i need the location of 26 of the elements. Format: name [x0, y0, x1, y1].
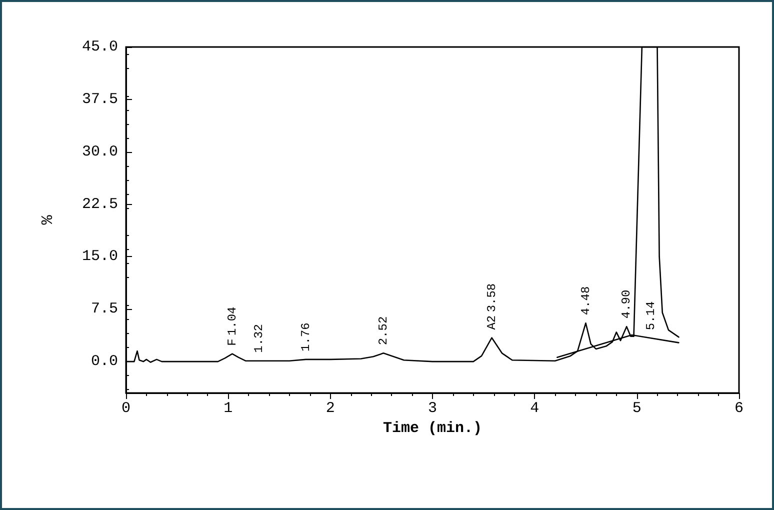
annotation: 1.76 [298, 322, 313, 352]
y-axis-title: % [39, 214, 57, 225]
annotation: F [225, 338, 240, 346]
annotation: 4.48 [578, 286, 593, 316]
x-tick-label: 1 [224, 400, 233, 417]
annotation: 2.52 [376, 316, 390, 346]
x-tick-label: 6 [734, 400, 744, 417]
x-axis-title: Time (min.) [382, 420, 482, 437]
y-tick-label: 45.0 [82, 38, 118, 56]
annotation: 1.32 [252, 324, 266, 353]
annotation: 4.90 [620, 290, 634, 319]
annotation: 5.14 [644, 301, 658, 330]
y-tick-label: 7.5 [90, 300, 118, 318]
annotation: A2 [484, 315, 499, 330]
x-tick-label: 0 [121, 400, 131, 417]
x-tick-label: 3 [428, 400, 438, 417]
annotation: 3.58 [484, 283, 499, 312]
annotation: 1.04 [225, 306, 240, 336]
y-tick-label: 30.0 [82, 143, 118, 160]
y-tick-label: 37.5 [82, 90, 118, 108]
y-tick-label: 15.0 [82, 248, 118, 266]
x-tick-label: 5 [632, 400, 642, 417]
x-tick-label: 2 [326, 400, 335, 417]
y-tick-label: 0.0 [90, 353, 118, 370]
x-tick-label: 4 [530, 400, 540, 417]
y-tick-label: 22.5 [82, 196, 118, 213]
